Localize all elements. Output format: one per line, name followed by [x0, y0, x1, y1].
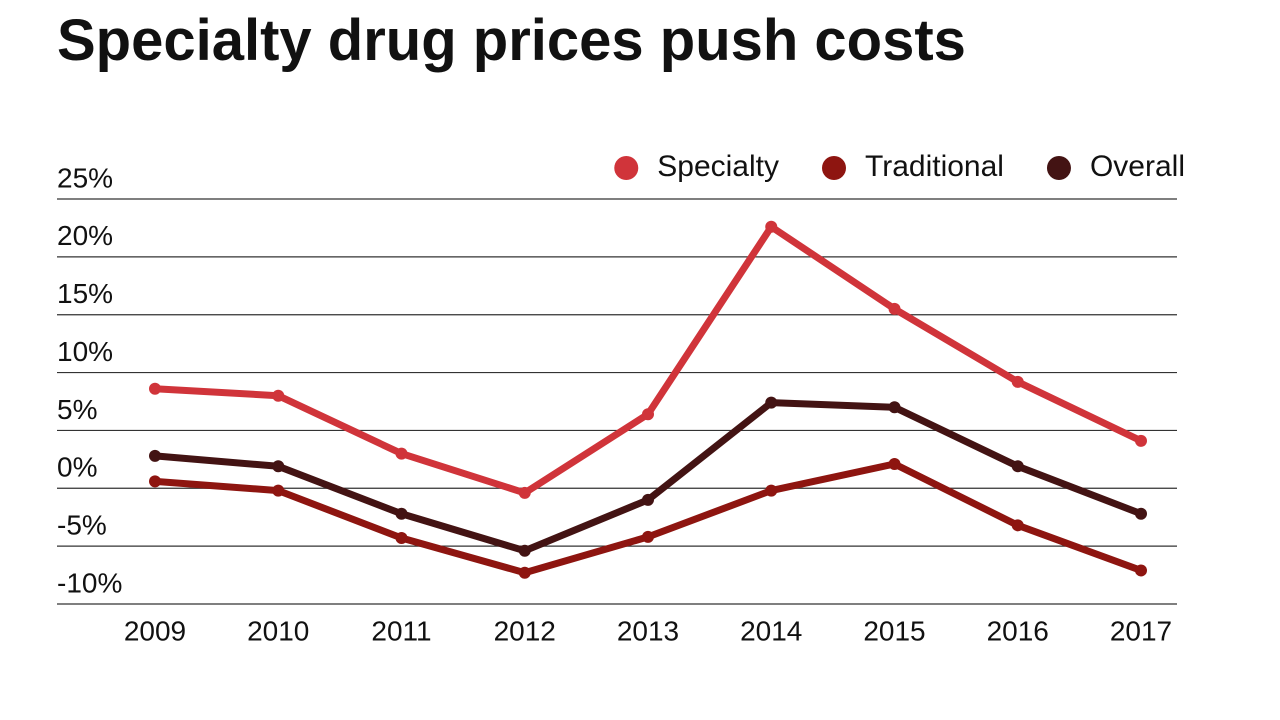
- data-point: [149, 475, 161, 488]
- data-point: [1135, 564, 1147, 577]
- legend-label: Overall: [1090, 150, 1185, 183]
- data-point: [272, 484, 285, 497]
- data-point: [149, 449, 161, 462]
- y-tick-label: 10%: [57, 336, 113, 367]
- data-point: [272, 460, 285, 473]
- data-point: [149, 382, 161, 395]
- x-tick-label: 2012: [494, 615, 556, 646]
- data-point: [888, 401, 901, 414]
- data-point: [518, 544, 531, 557]
- y-tick-label: 20%: [57, 220, 113, 251]
- data-point: [642, 493, 654, 506]
- data-point: [1011, 375, 1024, 388]
- legend-marker: [822, 156, 846, 180]
- data-point: [765, 484, 778, 497]
- y-tick-label: 25%: [57, 162, 113, 193]
- legend-label: Traditional: [865, 150, 1004, 183]
- data-point: [765, 396, 778, 409]
- x-tick-label: 2017: [1110, 615, 1172, 646]
- legend-marker: [1046, 156, 1071, 180]
- data-point: [395, 447, 408, 460]
- x-tick-label: 2016: [987, 615, 1049, 646]
- y-tick-label: 15%: [57, 278, 113, 309]
- x-tick-label: 2014: [740, 615, 802, 646]
- data-point: [1011, 460, 1024, 473]
- y-tick-label: 0%: [57, 452, 97, 483]
- series-line: [154, 399, 1143, 555]
- data-point: [395, 507, 408, 520]
- data-point: [518, 486, 531, 499]
- data-point: [1135, 434, 1147, 447]
- data-point: [1011, 519, 1024, 532]
- x-tick-label: 2015: [863, 615, 925, 646]
- data-point: [518, 566, 531, 579]
- legend-marker: [614, 156, 639, 180]
- data-point: [272, 389, 285, 402]
- x-tick-label: 2011: [371, 615, 431, 646]
- x-tick-label: 2013: [617, 615, 679, 646]
- series-line: [154, 460, 1143, 577]
- y-tick-label: -5%: [57, 510, 107, 541]
- x-tick-label: 2009: [124, 615, 186, 646]
- y-tick-label: 5%: [57, 394, 97, 425]
- data-point: [642, 408, 654, 421]
- chart-title: Specialty drug prices push costs: [57, 8, 966, 73]
- y-tick-label: -10%: [57, 567, 122, 598]
- data-point: [1135, 507, 1147, 520]
- data-point: [642, 530, 654, 543]
- x-tick-label: 2010: [247, 615, 309, 646]
- data-point: [395, 532, 408, 545]
- data-point: [765, 220, 778, 233]
- data-point: [888, 302, 901, 315]
- legend-label: Specialty: [657, 150, 779, 183]
- data-point: [888, 457, 901, 470]
